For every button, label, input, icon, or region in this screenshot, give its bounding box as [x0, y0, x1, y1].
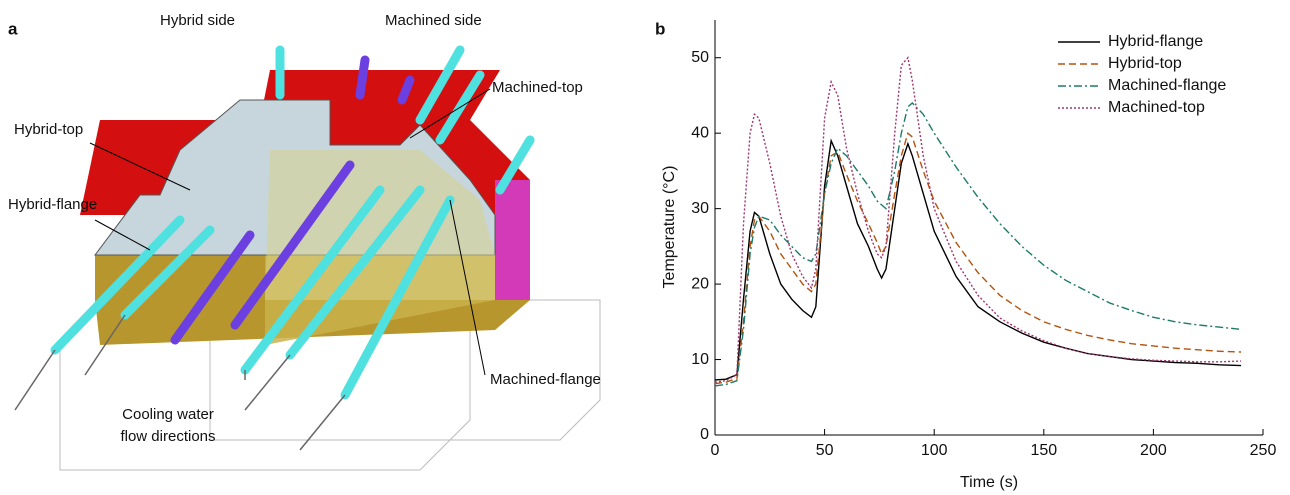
mold-drawing [14, 45, 601, 471]
side-label: Hybrid side [160, 12, 235, 29]
legend-label: Hybrid-flange [1108, 33, 1203, 50]
callout: Machined-flange [490, 371, 601, 388]
callout: Hybrid-flange [8, 196, 97, 213]
series-line [714, 102, 1242, 387]
x-tick-label: 250 [1250, 442, 1277, 459]
y-tick-label: 0 [700, 426, 709, 443]
x-axis-title: Time (s) [960, 474, 1018, 491]
legend-label: Hybrid-top [1108, 55, 1182, 72]
note: flow directions [120, 428, 215, 445]
y-tick-label: 10 [691, 351, 709, 368]
series-line [714, 56, 1242, 383]
purple-pipes [170, 55, 415, 345]
y-axis-title: Temperature (°C) [661, 166, 678, 289]
series-line [714, 131, 1242, 385]
x-tick-label: 50 [816, 442, 834, 459]
legend-label: Machined-top [1108, 99, 1205, 116]
chart: 0 10 20 30 40 50 0 50 100 150 200 250 Hybrid-flange H… [691, 20, 1276, 459]
series-line [714, 138, 1242, 381]
legend-label: Machined-flange [1108, 77, 1226, 94]
panel-label: a [8, 19, 18, 38]
y-tick-label: 40 [691, 124, 709, 141]
callout: Machined-top [492, 79, 583, 96]
y-tick-label: 20 [691, 275, 709, 292]
note: Cooling water [122, 406, 214, 423]
side-face [495, 180, 530, 300]
leaders [89, 88, 491, 376]
arrows [14, 314, 346, 451]
y-tick-label: 30 [691, 200, 709, 217]
x-tick-label: 0 [711, 442, 720, 459]
callout: Hybrid-top [14, 121, 83, 138]
x-tick-label: 150 [1030, 442, 1057, 459]
y-tick-label: 50 [691, 49, 709, 66]
x-tick-label: 100 [921, 442, 948, 459]
x-tick-label: 200 [1140, 442, 1167, 459]
panel-label: b [655, 19, 665, 38]
side-label: Machined side [385, 12, 482, 29]
